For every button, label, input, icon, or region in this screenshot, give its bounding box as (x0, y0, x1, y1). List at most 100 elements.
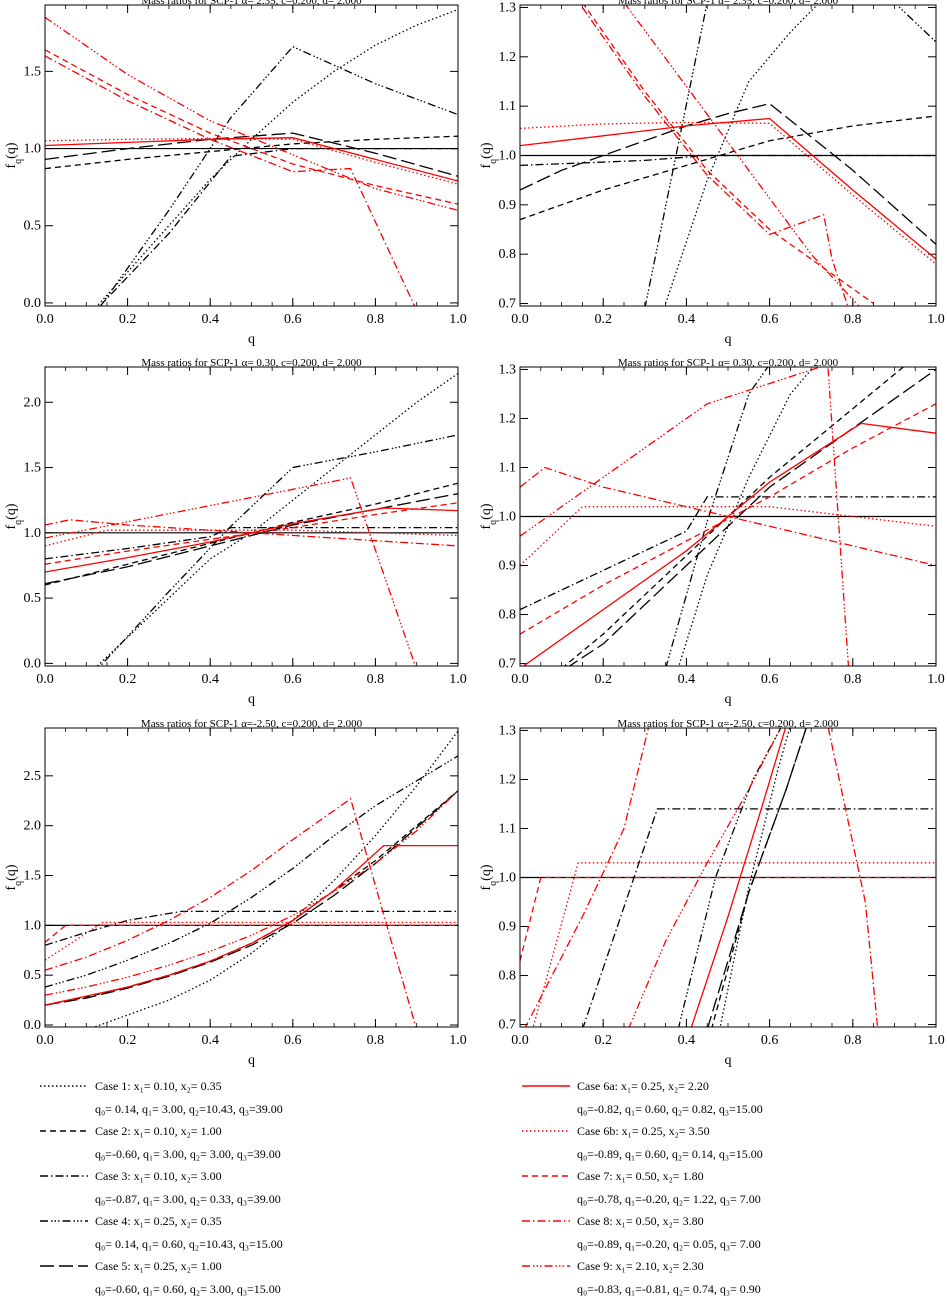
x-axis-label: q (248, 1053, 255, 1068)
legend-item-c7: Case 7: x₁= 0.50, x₂= 1.80 q₀=-0.78, q₁=-… (522, 1169, 761, 1206)
chart-title: Mass ratios for SCP-1 α=-2.50, c=0.200, … (141, 718, 363, 730)
y-tick-label: 1.3 (499, 0, 517, 15)
legend-params: q₀=-0.87, q₁= 3.00, q₂= 0.33, q₃=39.00 (95, 1192, 281, 1206)
x-tick-label: 0.0 (511, 312, 529, 327)
y-tick-label: 1.5 (24, 869, 42, 884)
y-tick-label: 1.2 (499, 772, 517, 787)
legend-item-c5: Case 5: x₁= 0.25, x₂= 1.00 q₀=-0.60, q₁= … (40, 1259, 281, 1296)
y-tick-label: 1.3 (499, 723, 517, 738)
y-axis-label: fq(q) (479, 864, 499, 890)
x-tick-label: 1.0 (449, 1033, 467, 1048)
x-tick-label: 0.8 (367, 312, 385, 327)
plot-frame (44, 366, 459, 667)
chart-title: Mass ratios for SCP-1 α= 0.30, c=0.200, … (618, 357, 839, 369)
series-line-c5 (707, 728, 807, 1027)
y-tick-label: 1.0 (24, 142, 42, 157)
chart-panel-1: Mass ratios for SCP-1 α= 2.35, c=0.200, … (4, 0, 467, 347)
series-line-c9 (520, 367, 850, 666)
x-tick-label: 0.8 (844, 1033, 862, 1048)
plot-frame (519, 727, 937, 1028)
y-axis-label: fq(q) (479, 142, 499, 168)
legend-params: q₀=-0.60, q₁= 0.60, q₂= 3.00, q₃=15.00 (95, 1282, 281, 1296)
series-line-c5 (45, 790, 458, 1006)
series-line-c9 (625, 5, 860, 306)
y-tick-label: 1.3 (499, 362, 517, 377)
series-line-c6b (45, 529, 458, 547)
y-tick-label: 0.5 (24, 219, 42, 234)
series-line-c9 (45, 16, 458, 211)
plot-area (520, 367, 936, 666)
y-tick-label: 1.0 (24, 918, 42, 933)
series-line-c3 (45, 526, 458, 560)
x-tick-label: 1.0 (927, 672, 945, 687)
x-tick-label: 0.6 (761, 1033, 779, 1048)
series-line-c6a (690, 728, 787, 1027)
series-line-c4 (678, 728, 782, 1027)
y-tick-label: 0.7 (499, 1018, 517, 1033)
legend-label: Case 2: x₁= 0.10, x₂= 1.00 (95, 1124, 222, 1138)
chart-panel-6: Mass ratios for SCP-1 α=-2.50, c=0.200, … (479, 718, 945, 1068)
x-tick-label: 1.0 (449, 672, 467, 687)
legend-item-c1: Case 1: x₁= 0.10, x₂= 0.35 q₀= 0.14, q₁= … (40, 1079, 283, 1116)
y-tick-label: 1.0 (24, 526, 42, 541)
series-line-c6b (45, 137, 458, 185)
y-tick-label: 1.0 (499, 871, 517, 886)
series-line-c9 (628, 728, 782, 1027)
legend-label: Case 3: x₁= 0.10, x₂= 3.00 (95, 1169, 222, 1183)
legend-item-c4: Case 4: x₁= 0.25, x₂= 0.35 q₀= 0.14, q₁= … (40, 1214, 283, 1251)
y-tick-label: 0.9 (499, 559, 517, 574)
series-line-c2 (563, 367, 905, 666)
x-tick-label: 0.8 (367, 672, 385, 687)
series-line-c5 (520, 102, 936, 245)
series-line-c1 (719, 728, 791, 1027)
series-line-c6a (45, 137, 458, 182)
x-axis-label: q (725, 332, 732, 347)
plot-area (45, 730, 458, 1027)
series-line-c8 (45, 55, 416, 306)
plot-area (45, 372, 458, 666)
series-line-c8 (581, 7, 849, 306)
y-axis-label: fq(q) (4, 864, 24, 890)
x-tick-label: 0.6 (284, 312, 302, 327)
series-line-c3 (582, 808, 936, 1027)
series-line-c6a (522, 422, 936, 666)
legend: Case 1: x₁= 0.10, x₂= 0.35 q₀= 0.14, q₁= … (40, 1079, 763, 1296)
x-tick-label: 1.0 (449, 312, 467, 327)
series-line-c1 (664, 5, 818, 304)
legend-label: Case 7: x₁= 0.50, x₂= 1.80 (577, 1169, 704, 1183)
legend-label: Case 9: x₁= 2.10, x₂= 2.30 (577, 1259, 704, 1273)
series-line-c6a (520, 117, 936, 260)
legend-label: Case 8: x₁= 0.50, x₂= 3.80 (577, 1214, 704, 1228)
legend-params: q₀=-0.89, q₁= 0.60, q₂= 0.14, q₃=15.00 (577, 1147, 763, 1161)
plot-frame (44, 727, 459, 1028)
plot-area (520, 5, 936, 306)
series-line-c4 (45, 755, 458, 988)
series-line-c7 (520, 403, 936, 635)
y-tick-label: 1.5 (24, 461, 42, 476)
series-line-c6a (45, 844, 458, 1006)
legend-params: q₀=-0.60, q₁= 3.00, q₂= 3.00, q₃=39.00 (95, 1147, 281, 1161)
legend-label: Case 1: x₁= 0.10, x₂= 0.35 (95, 1079, 222, 1093)
x-axis-label: q (725, 1053, 732, 1068)
y-tick-label: 2.0 (24, 395, 42, 410)
x-tick-label: 0.2 (594, 312, 612, 327)
y-tick-label: 1.2 (499, 50, 517, 65)
y-tick-label: 0.8 (499, 247, 517, 262)
x-tick-label: 0.0 (511, 672, 529, 687)
series-line-c5 (45, 132, 458, 177)
series-line-c3 (45, 910, 458, 946)
plot-frame (519, 4, 937, 307)
legend-params: q₀=-0.78, q₁=-0.20, q₂= 1.22, q₃= 7.00 (577, 1192, 761, 1206)
legend-item-c3: Case 3: x₁= 0.10, x₂= 3.00 q₀=-0.87, q₁= … (40, 1169, 281, 1206)
y-tick-label: 2.5 (24, 769, 42, 784)
x-tick-label: 0.4 (678, 672, 696, 687)
y-tick-label: 0.7 (499, 297, 517, 312)
series-line-c1 (96, 8, 458, 306)
series-line-c7 (45, 49, 458, 205)
x-tick-label: 0.0 (511, 1033, 529, 1048)
chart-title: Mass ratios for SCP-1 α= 0.30, c=0.200, … (141, 357, 362, 369)
legend-label: Case 5: x₁= 0.25, x₂= 1.00 (95, 1259, 222, 1273)
x-tick-label: 0.2 (119, 1033, 137, 1048)
series-line-c4 (665, 367, 769, 666)
